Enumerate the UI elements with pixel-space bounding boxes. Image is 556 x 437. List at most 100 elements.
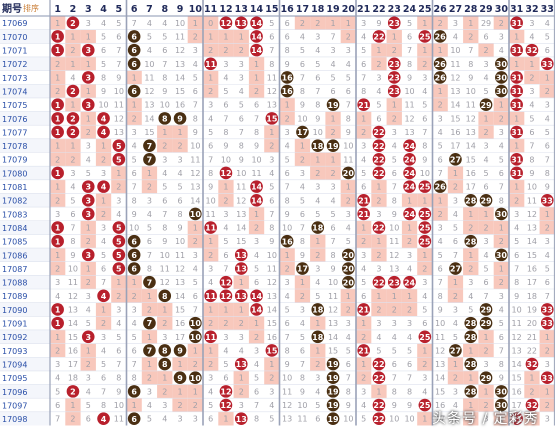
miss-count: 8 (514, 278, 519, 287)
repeat-highlight (478, 384, 494, 399)
miss-count: 9 (331, 265, 336, 274)
winning-ball (372, 412, 386, 425)
draw-row: 17081 1 4 3 4 2 7 2 5 5 13 9 1 11 14 5 7 4 3 3 1 6 1 7 24 25 26 2 17… (0, 179, 550, 194)
miss-count: 1 (132, 101, 137, 110)
miss-count: 2 (376, 60, 381, 69)
repeat-highlight (187, 220, 203, 235)
repeat-highlight (264, 357, 280, 371)
miss-count: 2 (101, 155, 106, 164)
ball-number: 22 (373, 142, 384, 151)
repeat-highlight (126, 289, 142, 303)
miss-count: 10 (251, 155, 261, 164)
period-cell (0, 220, 50, 235)
miss-count: 1 (499, 101, 504, 110)
repeat-highlight (80, 220, 96, 235)
miss-count: 5 (468, 305, 473, 314)
repeat-highlight (187, 398, 203, 412)
winning-ball (112, 234, 126, 248)
miss-count: 2 (147, 183, 152, 192)
period-label: 17098 (2, 415, 27, 424)
miss-count: 2 (300, 292, 305, 301)
period-label: 17070 (2, 33, 27, 42)
winning-ball (81, 248, 95, 262)
miss-count: 2 (208, 87, 213, 96)
repeat-highlight (111, 275, 127, 289)
miss-count: 3 (239, 401, 244, 410)
repeat-highlight (50, 261, 66, 276)
repeat-highlight (524, 370, 540, 385)
miss-count: 8 (438, 292, 443, 301)
miss-count: 9 (239, 155, 244, 164)
miss-count: 1 (162, 305, 167, 314)
repeat-highlight (187, 29, 203, 44)
miss-count: 10 (328, 278, 338, 287)
miss-count: 3 (407, 251, 412, 260)
miss-count: 3 (376, 73, 381, 82)
winning-ball (449, 153, 462, 166)
draw-row: 17080 1 3 5 3 1 6 1 4 4 12 8 12 10 11 4 6 3 2 2 20 5 22 6 24 10 7 1… (0, 166, 550, 180)
repeat-highlight (264, 125, 280, 139)
repeat-highlight (218, 411, 234, 426)
miss-count: 6 (208, 142, 213, 151)
miss-count: 9 (392, 401, 397, 410)
miss-count: 5 (162, 32, 167, 41)
repeat-highlight (371, 234, 387, 249)
repeat-highlight (294, 152, 311, 167)
repeat-highlight (386, 29, 402, 44)
miss-count: 1 (269, 360, 274, 369)
miss-count: 11 (236, 183, 246, 192)
miss-count: 7 (132, 183, 137, 192)
sort-label[interactable]: 排序 (23, 3, 39, 13)
miss-count: 5 (55, 387, 60, 396)
miss-count: 3 (162, 401, 167, 410)
miss-count: 5 (101, 32, 106, 41)
miss-count: 2 (223, 46, 228, 55)
repeat-highlight (340, 302, 356, 317)
miss-count: 1 (86, 60, 91, 69)
miss-count: 3 (361, 19, 366, 28)
miss-count: 3 (407, 319, 412, 328)
ball-number: 28 (465, 237, 477, 246)
miss-count: 3 (484, 360, 489, 369)
miss-count: 17 (175, 333, 185, 342)
winning-ball (510, 412, 523, 425)
miss-count: 2 (55, 346, 60, 355)
ball-number: 24 (404, 183, 416, 192)
miss-count: 6 (254, 387, 259, 396)
miss-count: 13 (389, 265, 399, 274)
miss-count: 6 (300, 210, 305, 219)
column-header: 12 (219, 4, 232, 15)
miss-count: 0 (208, 19, 213, 28)
miss-count: 6 (361, 183, 366, 192)
ball-number: 10 (190, 210, 202, 219)
miss-count: 1 (116, 278, 121, 287)
ball-number: 7 (147, 319, 153, 328)
miss-count: 4 (346, 60, 351, 69)
period-label: 17092 (2, 333, 27, 342)
miss-count: 4 (162, 19, 167, 28)
miss-count: 8 (193, 114, 198, 123)
miss-count: 1 (162, 128, 167, 137)
miss-count: 5 (315, 292, 320, 301)
miss-count: 4 (132, 142, 137, 151)
miss-count: 3 (132, 305, 137, 314)
draw-row: 17078 1 1 3 1 5 4 7 2 2 10 6 9 8 9 2 4 1 18 19 10 3 22 4 24 8 5 17 1… (0, 138, 550, 153)
ball-number: 14 (251, 33, 263, 42)
miss-count: 1 (438, 46, 443, 55)
miss-count: 14 (68, 319, 78, 328)
winning-ball (540, 316, 554, 330)
miss-count: 15 (175, 305, 185, 314)
miss-count: 12 (527, 210, 537, 219)
miss-count: 6 (285, 319, 290, 328)
miss-count: 3 (484, 415, 489, 424)
miss-count: 2 (178, 401, 183, 410)
miss-count: 5 (315, 60, 320, 69)
miss-count: 9 (545, 183, 550, 192)
miss-count: 2 (70, 46, 75, 55)
period-label: 17069 (2, 19, 27, 28)
miss-count: 5 (484, 265, 489, 274)
miss-count: 5 (499, 155, 504, 164)
ball-number: 21 (358, 210, 370, 219)
miss-count: 6 (346, 360, 351, 369)
miss-count: 8 (285, 346, 290, 355)
